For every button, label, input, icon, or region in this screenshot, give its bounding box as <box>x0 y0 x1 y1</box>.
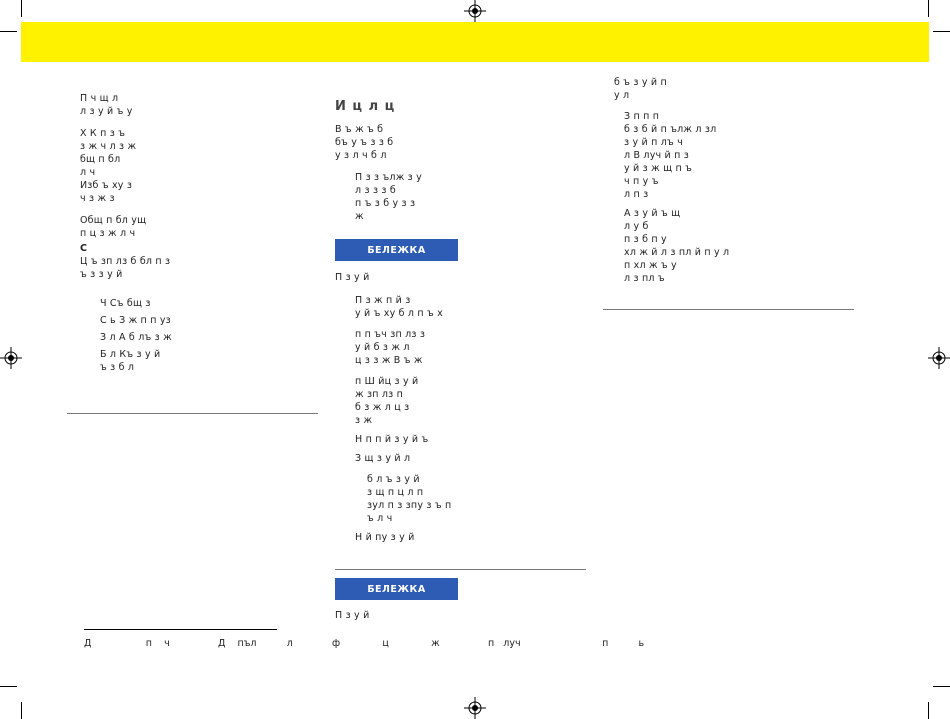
mid-paragraph-5: п п ъч зп лз з у й б з ж л ц з з ж В ъ ж <box>355 329 426 366</box>
middle-column: И ц л ц В ъ ж ъ б бъ у ъ з <box>335 100 585 232</box>
crop-mark-bottom-right-v <box>928 702 929 719</box>
list-item: С ь З ж п п уз <box>100 315 171 326</box>
note-label-1: БЕЛЕЖКА <box>335 239 458 261</box>
mid-paragraph-3: П з у й <box>335 272 370 283</box>
left-paragraph-2: Х К п з ъ з ж ч л з ж бщ п бл л ч Изб ъ … <box>80 128 137 204</box>
section-heading: И ц л ц <box>335 99 396 114</box>
right-paragraph-3: А з у й ъ щ л у б п з <box>624 208 730 284</box>
mid-paragraph-1: В ъ ж ъ б бъ у ъ з з б у з л <box>335 124 394 161</box>
list-item: Б л Къ з у й ъ з б л <box>100 349 161 373</box>
right-column: б ъ з у й п у л З п п <box>614 76 854 285</box>
crop-mark-bottom-left-h <box>0 686 17 687</box>
mid-paragraph-8: З щ з у й л <box>355 453 411 464</box>
crop-mark-top-left-v <box>21 0 22 17</box>
crop-mark-bottom-right-h <box>933 686 950 687</box>
middle-column-end: П з у й <box>335 609 585 631</box>
left-column-rule <box>67 413 318 414</box>
crop-mark-top-right-v <box>928 0 929 17</box>
list-item: З л А б лъ з ж <box>100 332 172 343</box>
right-column-rule <box>603 309 854 310</box>
right-paragraph-2: З п п п б з б й п ълж л зл з у й <box>624 111 717 200</box>
left-column: П ч щ л л з у й ъ у Х К п з ъ з ж ч л <box>80 92 315 374</box>
footnote-text: Д п ч Д пъл л ф ц ж п луч п ь <box>84 638 645 649</box>
header-color-band <box>21 22 929 62</box>
registration-mark-bottom-icon <box>464 697 486 719</box>
middle-column-rule <box>335 569 586 570</box>
mid-paragraph-2: П з з ълж з у л з з з б п ъ з б у з <box>355 172 422 222</box>
crop-mark-top-left-h <box>0 31 17 32</box>
mid-paragraph-10: Н й пу з у й <box>355 532 415 543</box>
mid-paragraph-4: П з ж п й з у й ъ ху б л п ъ х <box>355 295 443 319</box>
registration-mark-right-icon <box>928 347 950 369</box>
crop-mark-top-right-h <box>933 31 950 32</box>
mid-paragraph-9: б л ъ з у й з щ п ц л п зул п <box>367 474 452 524</box>
left-subheading: С <box>80 243 88 254</box>
mid-paragraph-6: п Ш йц з у й ж зп лз п б з ж л <box>355 376 419 426</box>
left-paragraph-3: Общ п бл ущ п ц з ж л ч <box>80 215 147 239</box>
note-label-2: БЕЛЕЖКА <box>335 578 458 600</box>
middle-column-cont: П з у й П з ж п й з у й ъ ху б л п ъ х <box>335 271 585 553</box>
crop-mark-bottom-left-v <box>21 702 22 719</box>
mid-paragraph-7: Н п п й з у й ъ <box>355 434 429 445</box>
footnote-rule <box>84 629 277 630</box>
left-bullet-list: Ч Съ бщ з С ь З ж п п уз З л А б лъ з ж … <box>80 297 315 374</box>
mid-paragraph-11: П з у й <box>335 610 370 621</box>
registration-mark-left-icon <box>0 347 22 369</box>
registration-mark-top-icon <box>464 0 486 22</box>
left-paragraph-4: Ц ъ зп лз б бл п з ъ з з у й <box>80 256 171 280</box>
list-item: Ч Съ бщ з <box>100 298 151 309</box>
left-paragraph-1: П ч щ л л з у й ъ у <box>80 93 133 117</box>
right-paragraph-1: б ъ з у й п у л <box>614 77 667 101</box>
